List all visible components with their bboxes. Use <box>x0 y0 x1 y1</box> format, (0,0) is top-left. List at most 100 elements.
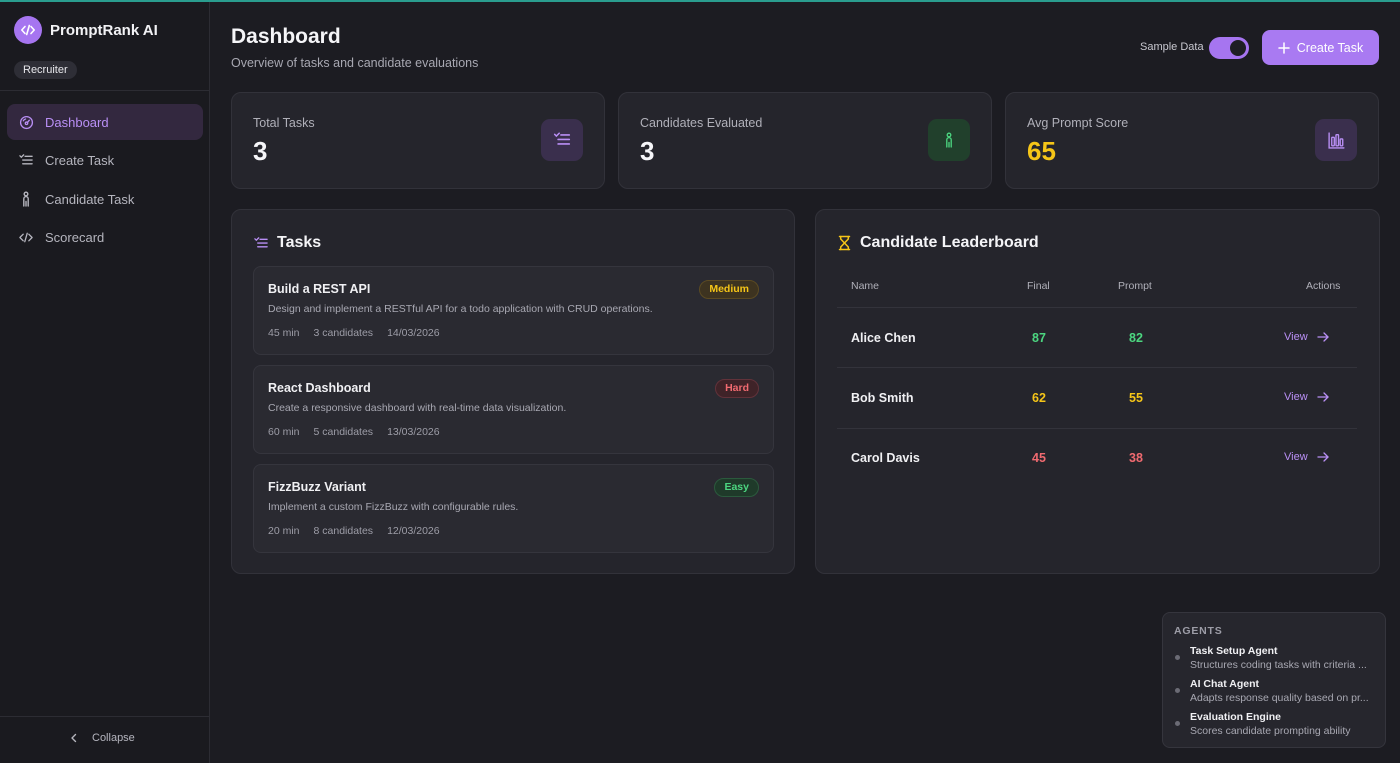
tasks-title: Tasks <box>253 234 321 252</box>
view-button[interactable]: View <box>1284 391 1329 403</box>
agent-name: Task Setup Agent <box>1190 645 1278 657</box>
view-label: View <box>1284 451 1308 463</box>
hourglass-icon <box>837 235 852 251</box>
difficulty-badge: Hard <box>715 379 759 398</box>
stat-value: 3 <box>640 136 655 166</box>
column-header-prompt: Prompt <box>1118 280 1152 292</box>
sidebar-item-label: Candidate Task <box>45 191 135 207</box>
leaderboard-title: Candidate Leaderboard <box>837 234 1039 252</box>
prompt-score: 82 <box>1129 331 1143 345</box>
prompt-score: 55 <box>1129 391 1143 405</box>
column-header-name: Name <box>851 280 880 292</box>
brand[interactable]: PromptRank AI <box>14 16 158 44</box>
task-name: React Dashboard <box>268 381 371 395</box>
arrow-right-icon <box>1317 392 1329 402</box>
tasks-title-text: Tasks <box>277 234 322 251</box>
view-button[interactable]: View <box>1284 451 1329 463</box>
agent-name: Evaluation Engine <box>1190 711 1282 723</box>
leaderboard-panel: Candidate Leaderboard Name Final Prompt … <box>815 209 1380 574</box>
difficulty-badge: Medium <box>699 280 759 299</box>
sidebar-item-candidate-task[interactable]: Candidate Task <box>7 181 203 217</box>
task-date: 14/03/2026 <box>387 327 440 339</box>
chevron-left-icon <box>70 733 78 743</box>
stat-value: 3 <box>253 136 268 166</box>
task-card[interactable]: Build a REST API Medium Design and imple… <box>253 266 774 355</box>
code-icon <box>18 230 34 246</box>
prompt-score: 38 <box>1129 451 1143 465</box>
person-icon <box>18 191 34 207</box>
candidate-name: Alice Chen <box>851 331 916 345</box>
collapse-label: Collapse <box>92 732 135 744</box>
stat-value: 65 <box>1027 136 1056 166</box>
sidebar-nav: Dashboard Create Task Candidate Task <box>7 104 203 258</box>
task-date: 13/03/2026 <box>387 426 440 438</box>
sample-data-toggle[interactable] <box>1209 37 1249 59</box>
stat-label: Total Tasks <box>253 116 315 130</box>
table-divider <box>837 307 1357 308</box>
bar-chart-icon <box>1315 119 1357 161</box>
role-badge: Recruiter <box>14 61 77 79</box>
view-button[interactable]: View <box>1284 331 1329 343</box>
task-candidates: 3 candidates <box>313 327 374 339</box>
difficulty-badge: Easy <box>714 478 759 497</box>
view-label: View <box>1284 331 1308 343</box>
arrow-right-icon <box>1317 332 1329 342</box>
sidebar-item-scorecard[interactable]: Scorecard <box>7 220 203 256</box>
sidebar-bottom-divider <box>0 716 209 717</box>
collapse-button[interactable]: Collapse <box>70 732 135 744</box>
agents-title: AGENTS <box>1174 625 1223 637</box>
agent-name: AI Chat Agent <box>1190 678 1260 690</box>
stat-label: Candidates Evaluated <box>640 116 763 130</box>
agent-description: Scores candidate prompting ability <box>1190 725 1351 737</box>
final-score: 45 <box>1032 451 1046 465</box>
column-header-final: Final <box>1027 280 1050 292</box>
task-name: FizzBuzz Variant <box>268 480 366 494</box>
arrow-right-icon <box>1317 452 1329 462</box>
toggle-knob <box>1230 40 1246 56</box>
task-description: Create a responsive dashboard with real-… <box>268 402 567 414</box>
person-icon <box>928 119 970 161</box>
task-name: Build a REST API <box>268 282 371 296</box>
list-plus-icon <box>18 153 34 169</box>
table-divider <box>837 428 1357 429</box>
sidebar-item-dashboard[interactable]: Dashboard <box>7 104 203 140</box>
column-header-actions: Actions <box>1306 280 1341 292</box>
status-dot <box>1175 721 1180 726</box>
final-score: 62 <box>1032 391 1046 405</box>
plus-icon <box>1278 41 1290 54</box>
stat-card-avg-prompt-score: Avg Prompt Score 65 <box>1005 92 1379 189</box>
sidebar-item-label: Create Task <box>45 153 115 168</box>
stat-label: Avg Prompt Score <box>1027 116 1129 130</box>
task-description: Design and implement a RESTful API for a… <box>268 303 653 315</box>
top-accent-line <box>0 0 1400 2</box>
task-meta: 20 min 8 candidates 12/03/2026 <box>268 525 454 537</box>
leaderboard-title-text: Candidate Leaderboard <box>860 234 1039 251</box>
sample-data-label: Sample Data <box>1140 41 1204 53</box>
task-duration: 20 min <box>268 525 300 537</box>
candidate-name: Bob Smith <box>851 391 914 405</box>
status-dot <box>1175 655 1180 660</box>
app-name: PromptRank AI <box>50 21 158 39</box>
task-date: 12/03/2026 <box>387 525 440 537</box>
task-duration: 60 min <box>268 426 300 438</box>
task-description: Implement a custom FizzBuzz with configu… <box>268 501 519 513</box>
table-divider <box>837 367 1357 368</box>
list-check-icon <box>253 236 269 251</box>
view-label: View <box>1284 391 1308 403</box>
task-candidates: 8 candidates <box>313 525 374 537</box>
create-task-button[interactable]: Create Task <box>1262 30 1379 65</box>
sidebar-item-create-task[interactable]: Create Task <box>7 143 203 179</box>
candidate-name: Carol Davis <box>851 451 920 465</box>
task-card[interactable]: React Dashboard Hard Create a responsive… <box>253 365 774 454</box>
sidebar: PromptRank AI Recruiter Dashboard Create… <box>0 0 210 763</box>
sidebar-divider <box>0 90 209 91</box>
status-dot <box>1175 688 1180 693</box>
task-card[interactable]: FizzBuzz Variant Easy Implement a custom… <box>253 464 774 553</box>
task-candidates: 5 candidates <box>313 426 374 438</box>
sidebar-item-label: Dashboard <box>45 114 109 130</box>
list-check-icon <box>541 119 583 161</box>
task-meta: 60 min 5 candidates 13/03/2026 <box>268 426 454 438</box>
final-score: 87 <box>1032 331 1046 345</box>
task-meta: 45 min 3 candidates 14/03/2026 <box>268 327 454 339</box>
stat-card-candidates-evaluated: Candidates Evaluated 3 <box>618 92 992 189</box>
